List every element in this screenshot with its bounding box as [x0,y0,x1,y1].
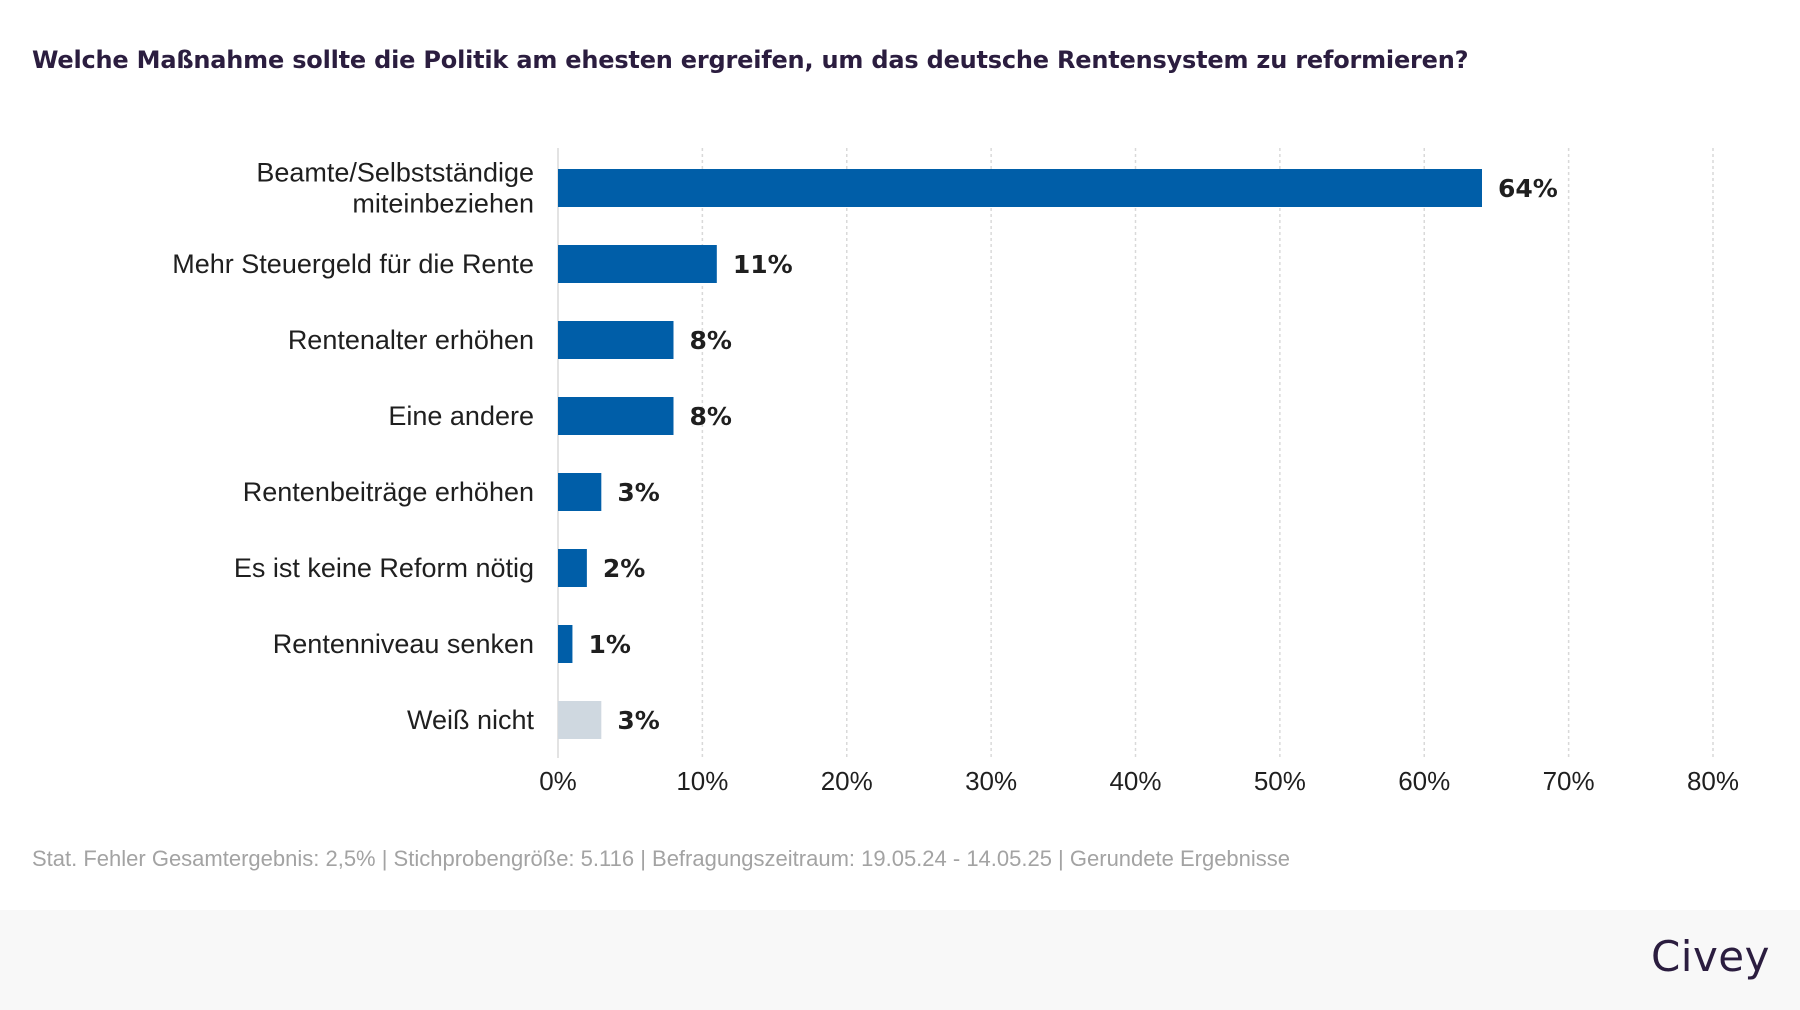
x-tick-label: 30% [965,766,1017,796]
category-label: Eine andere [388,401,534,431]
x-tick-label: 50% [1254,766,1306,796]
gridlines [701,148,1714,758]
bar [558,245,717,283]
value-label: 2% [603,554,645,583]
category-label: Rentenniveau senken [273,629,534,659]
category-label: Rentenalter erhöhen [288,325,534,355]
x-tick-label: 80% [1687,766,1739,796]
value-label: 3% [617,478,659,507]
category-label: Mehr Steuergeld für die Rente [172,249,534,279]
category-label: Weiß nicht [407,705,535,735]
bar [558,549,587,587]
value-labels: 64% 11% 8% 8% 3% 2% 1% 3% [588,174,1557,735]
value-label: 8% [690,326,732,355]
bar [558,169,1482,207]
civey-logo: Civey [1650,932,1770,981]
value-label: 11% [733,250,793,279]
category-label: Beamte/Selbstständige miteinbeziehen [256,158,534,219]
value-label: 8% [690,402,732,431]
footer-band: Civey [0,910,1800,1010]
x-tick-labels: 0% 10% 20% 30% 40% 50% 60% 70% 80% [539,766,1739,796]
bar-chart: Beamte/Selbstständige miteinbeziehen Mehr … [172,148,1739,796]
chart-title: Welche Maßnahme sollte die Politik am eh… [32,46,1469,74]
bar [558,397,674,435]
category-labels: Beamte/Selbstständige miteinbeziehen Mehr … [172,158,534,736]
methodology-footnote: Stat. Fehler Gesamtergebnis: 2,5% | Stic… [32,846,1291,871]
x-tick-label: 10% [676,766,728,796]
value-label: 3% [617,706,659,735]
bar [558,321,674,359]
x-tick-label: 70% [1543,766,1595,796]
bar [558,701,602,739]
bar [558,625,573,663]
value-label: 1% [588,630,630,659]
bars [558,169,1482,739]
x-tick-label: 20% [821,766,873,796]
bar [558,473,602,511]
x-tick-label: 60% [1398,766,1450,796]
value-label: 64% [1498,174,1558,203]
x-tick-label: 40% [1109,766,1161,796]
category-label: Rentenbeiträge erhöhen [243,477,534,507]
category-label: Es ist keine Reform nötig [234,553,534,583]
x-tick-label: 0% [539,766,577,796]
